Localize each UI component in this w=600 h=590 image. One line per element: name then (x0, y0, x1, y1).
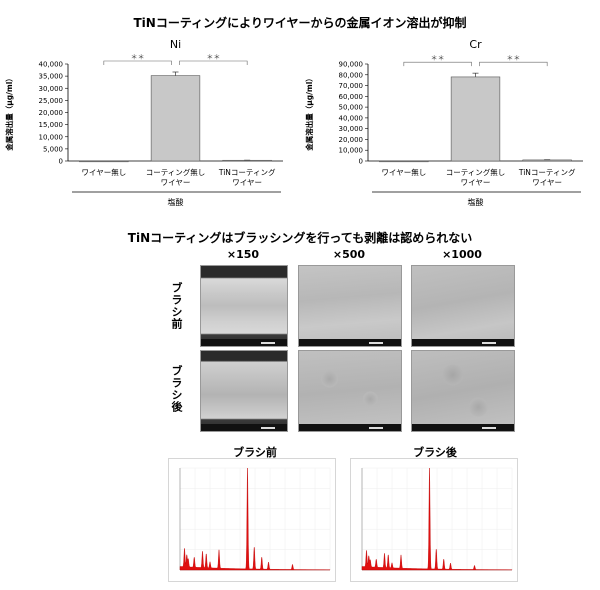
significance-bracket (103, 60, 172, 66)
spectrum-after (350, 458, 518, 582)
significance-mark: ＊＊ (431, 54, 445, 62)
y-tick-label: 15,000 (39, 121, 64, 129)
y-axis-label: 金属溶出量（μg/ml） (4, 74, 14, 152)
spectrum-curve (179, 467, 331, 571)
sem-image-before-150 (200, 265, 288, 347)
bar (450, 76, 501, 162)
bar (522, 159, 572, 162)
y-tick-label: 50,000 (339, 104, 364, 112)
bar (150, 75, 201, 162)
sem-image-after-500 (298, 350, 402, 432)
significance-bracket (179, 60, 248, 66)
spectrum-title-after: ブラシ後 (413, 446, 457, 459)
y-tick-label: 5,000 (43, 145, 63, 153)
y-tick-label: 40,000 (39, 61, 64, 69)
spectrum-frame (168, 458, 336, 582)
category-label: コーティング無し (146, 167, 206, 177)
y-tick-label: 20,000 (339, 136, 364, 144)
sem-row-after: ブラシ後 (170, 365, 183, 413)
y-tick-label: 30,000 (339, 125, 364, 133)
sem-image-before-500 (298, 265, 402, 347)
spectrum-curve (361, 467, 513, 571)
y-tick-label: 80,000 (339, 71, 364, 79)
sem-image-after-1000 (411, 350, 515, 432)
significance-mark: ＊＊ (206, 53, 220, 61)
sem-image-before-1000 (411, 265, 515, 347)
y-tick-label: 70,000 (339, 82, 364, 90)
x-axis-label: 塩酸 (468, 197, 484, 207)
section2-title: TiNコーティングはブラッシングを行っても剥離は認められない (127, 231, 473, 245)
ni-chart: Ni 金属溶出量（μg/ml） 0 5,000 10,000 15,000 20,000 25… (4, 38, 283, 207)
bar (79, 160, 129, 163)
y-tick-label: 10,000 (39, 133, 64, 141)
sem-image-after-150 (200, 350, 288, 432)
y-tick-label: 90,000 (339, 61, 364, 69)
y-tick-label: 0 (59, 158, 63, 166)
sem-col-1000: ×1000 (442, 248, 482, 261)
y-tick-label: 40,000 (339, 114, 364, 122)
spectrum-title-before: ブラシ前 (233, 446, 277, 459)
sem-col-150: ×150 (226, 248, 260, 261)
category-label: TiNコーティング (218, 167, 276, 177)
significance-bracket (479, 61, 548, 67)
y-axis-label: 金属溶出量（μg/ml） (304, 74, 314, 152)
spectrum-before (168, 458, 336, 582)
y-tick-label: 30,000 (39, 85, 64, 93)
category-label: ワイヤー無し (81, 167, 126, 177)
main-title: TiNコーティングによりワイヤーからの金属イオン溶出が抑制 (133, 16, 467, 30)
category-label: ワイヤー無し (381, 167, 426, 177)
y-tick-label: 10,000 (339, 147, 364, 155)
category-label: ワイヤー (232, 178, 262, 187)
category-label: TiNコーティング (518, 167, 576, 177)
chart-title: Cr (469, 38, 482, 51)
y-tick-label: 60,000 (339, 93, 364, 101)
significance-bracket (403, 61, 472, 67)
category-label: ワイヤー (161, 178, 191, 187)
x-axis-label: 塩酸 (168, 197, 184, 207)
sem-col-500: ×500 (332, 248, 366, 261)
category-label: ワイヤー (532, 178, 562, 187)
spectrum-frame (350, 458, 518, 582)
cr-chart: Cr 金属溶出量（μg/ml） 0 10,000 20,000 30,000 40,000 5… (304, 38, 583, 207)
sem-row-before: ブラシ前 (170, 282, 183, 330)
bar (379, 160, 429, 163)
y-tick-label: 35,000 (39, 73, 64, 81)
category-label: ワイヤー (461, 178, 491, 187)
y-tick-label: 0 (359, 158, 363, 166)
significance-mark: ＊＊ (131, 53, 145, 61)
chart-title: Ni (170, 38, 181, 51)
y-tick-label: 25,000 (39, 97, 64, 105)
category-label: コーティング無し (446, 167, 506, 177)
y-tick-label: 20,000 (39, 109, 64, 117)
significance-mark: ＊＊ (506, 54, 520, 62)
